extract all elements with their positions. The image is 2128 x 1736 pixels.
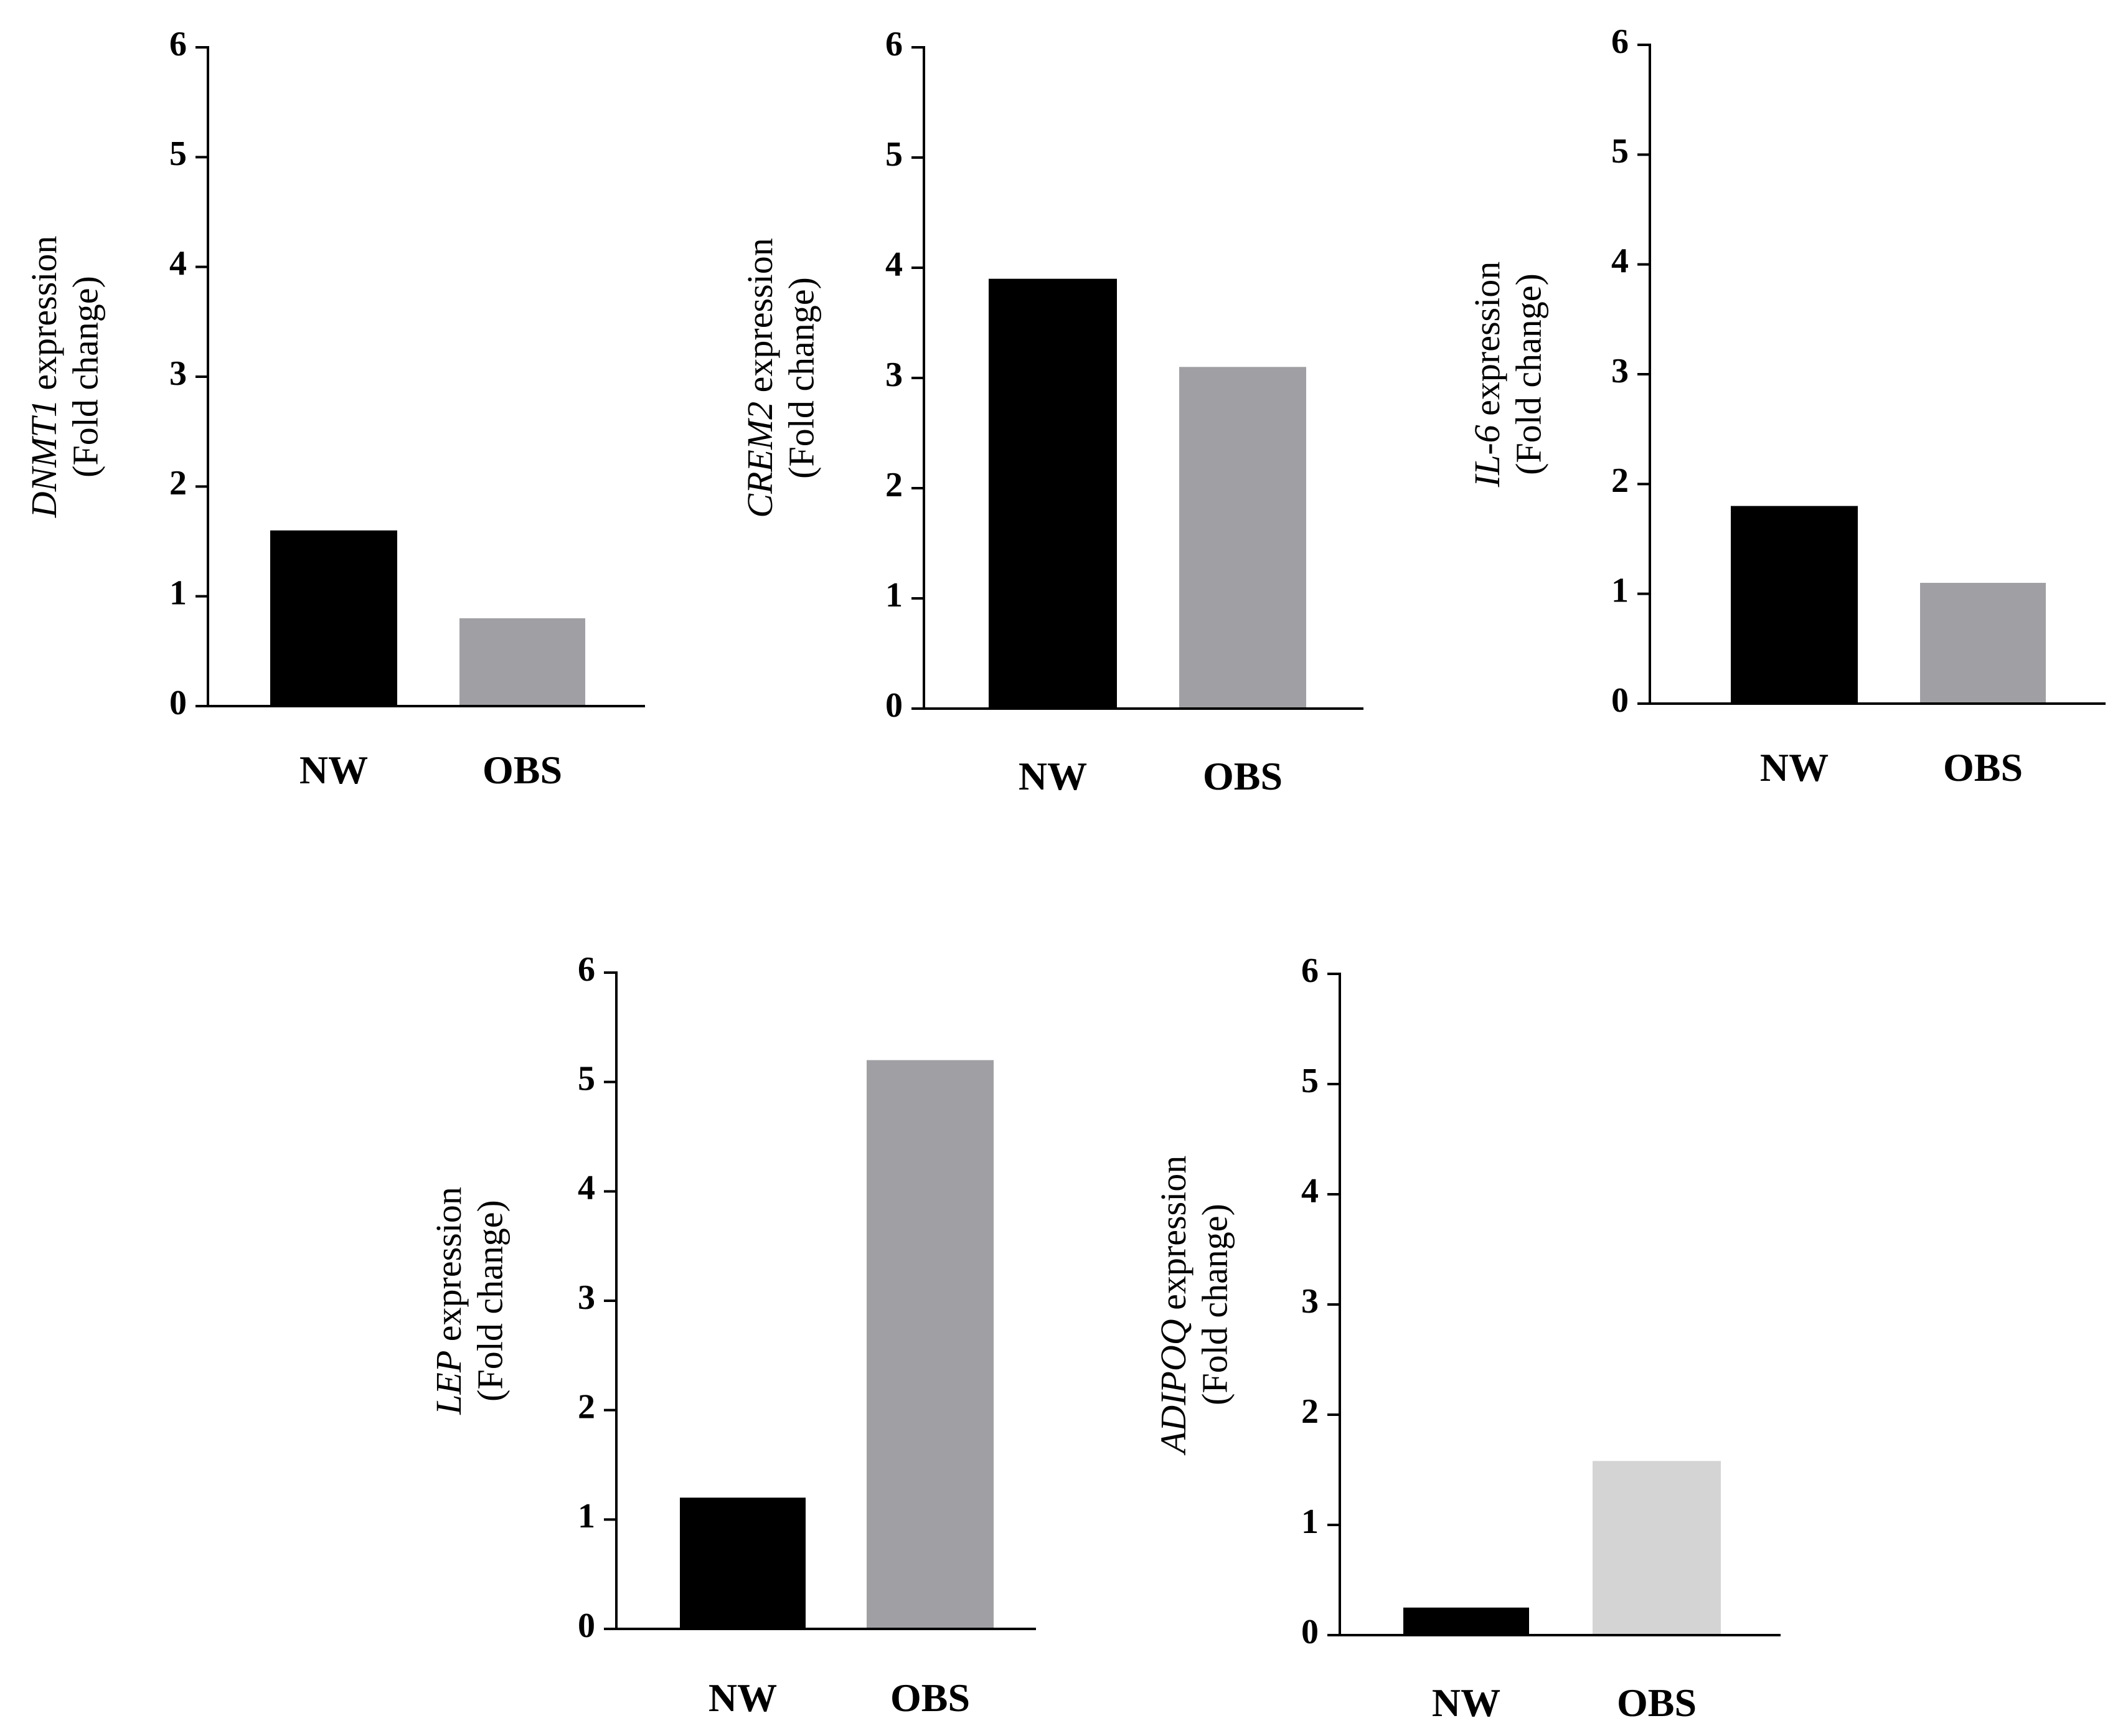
y-axis-label-line2: (Fold change) [1509,273,1549,475]
bar-obs [1179,367,1306,709]
x-category-label: NW [1019,754,1087,798]
x-category-label: OBS [483,748,562,792]
y-tick-label: 6 [578,950,595,989]
bar-nw [1403,1607,1529,1635]
y-axis-label-line1: DNMT1 expression [24,236,64,519]
y-tick-label: 5 [1301,1062,1319,1100]
y-axis-label-suffix: expression [1153,1156,1193,1319]
y-tick-label: 5 [578,1060,595,1098]
y-axis-label: LEP expression(Fold change) [428,1187,511,1415]
gene-name: CREM2 [740,402,780,518]
bar-obs [459,618,585,706]
y-tick-label: 5 [885,135,903,174]
y-tick-label: 4 [169,245,187,283]
y-tick-label: 2 [1611,461,1629,500]
y-tick-label: 0 [578,1606,595,1645]
gene-name: ADIPOQ [1153,1319,1193,1456]
y-axis-label-line2: (Fold change) [65,276,106,478]
y-tick-label: 5 [1611,132,1629,171]
bar-nw [1731,506,1858,704]
y-tick-label: 0 [1301,1613,1319,1651]
y-tick-label: 4 [578,1169,595,1207]
x-category-label: NW [299,748,368,792]
y-axis-label: CREM2 expression(Fold change) [740,238,822,517]
y-tick-label: 1 [1611,572,1629,610]
bar-nw [989,278,1117,709]
y-tick-label: 6 [1611,22,1629,61]
y-axis-label-suffix: expression [740,238,780,402]
gene-name: IL-6 [1467,425,1507,488]
x-category-label: OBS [1203,754,1283,798]
y-tick-label: 5 [169,134,187,173]
y-tick-label: 4 [1301,1172,1319,1210]
y-axis-label-line2: (Fold change) [470,1200,511,1402]
y-axis-label-suffix: expression [24,236,64,400]
y-tick-label: 6 [169,25,187,64]
chart-panel-lep: 0 1 2 3 4 5 6 NW OBS LEP expression(Fold change) [428,950,1036,1720]
chart-panel-dnmt1: 0 1 2 3 4 5 6 NW OBS DNMT1 expression(Fold change… [24,25,645,792]
x-category-label: NW [1432,1681,1500,1725]
y-axis-label: DNMT1 expression(Fold change) [24,236,106,519]
y-axis-label-line1: IL-6 expression [1467,262,1507,488]
y-axis-label-line1: LEP expression [428,1187,469,1415]
y-tick-label: 1 [578,1497,595,1536]
y-tick-label: 2 [578,1388,595,1427]
y-tick-label: 1 [1301,1502,1319,1541]
x-category-label: NW [1760,745,1829,790]
bar-obs [1593,1461,1721,1635]
y-axis-label: IL-6 expression(Fold change) [1467,262,1549,488]
bar-nw [270,530,397,706]
y-tick-label: 4 [885,245,903,284]
y-tick-label: 1 [169,574,187,613]
y-axis-label-line2: (Fold change) [1195,1204,1235,1405]
y-tick-label: 3 [578,1278,595,1317]
y-axis-label-suffix: expression [428,1187,469,1351]
x-category-label: OBS [890,1676,970,1720]
y-tick-label: 4 [1611,242,1629,281]
y-tick-label: 3 [1301,1282,1319,1321]
chart-panel-adipoq: 0 1 2 3 4 5 6 NW OBS ADIPOQ expression(Fold chang… [1153,951,1781,1725]
y-axis-label-line1: CREM2 expression [740,238,780,517]
chart-panel-il-6: 0 1 2 3 4 5 6 NW OBS IL-6 expression(Fold change) [1467,22,2106,790]
bar-obs [1920,583,2046,704]
y-tick-label: 2 [169,464,187,502]
x-category-label: NW [709,1676,777,1720]
y-tick-label: 3 [1611,352,1629,390]
y-tick-label: 6 [1301,951,1319,990]
x-category-label: OBS [1617,1681,1697,1725]
y-tick-label: 0 [169,684,187,722]
y-tick-label: 2 [885,466,903,504]
y-tick-label: 0 [885,686,903,725]
y-axis-label: ADIPOQ expression(Fold change) [1153,1156,1235,1456]
y-axis-label-line2: (Fold change) [781,277,822,479]
y-tick-label: 0 [1611,681,1629,720]
chart-panel-crem2: 0 1 2 3 4 5 6 NW OBS CREM2 expression(Fold change… [740,25,1363,798]
y-tick-label: 6 [885,25,903,64]
bar-obs [867,1060,994,1629]
y-tick-label: 1 [885,576,903,615]
y-axis-label-line1: ADIPOQ expression [1153,1156,1193,1456]
gene-name: DNMT1 [24,399,64,518]
y-axis-label-suffix: expression [1467,262,1507,425]
bar-nw [680,1498,806,1629]
x-category-label: OBS [1943,745,2023,790]
y-tick-label: 2 [1301,1392,1319,1431]
gene-name: LEP [428,1351,469,1415]
y-tick-label: 3 [169,354,187,393]
y-tick-label: 3 [885,356,903,394]
